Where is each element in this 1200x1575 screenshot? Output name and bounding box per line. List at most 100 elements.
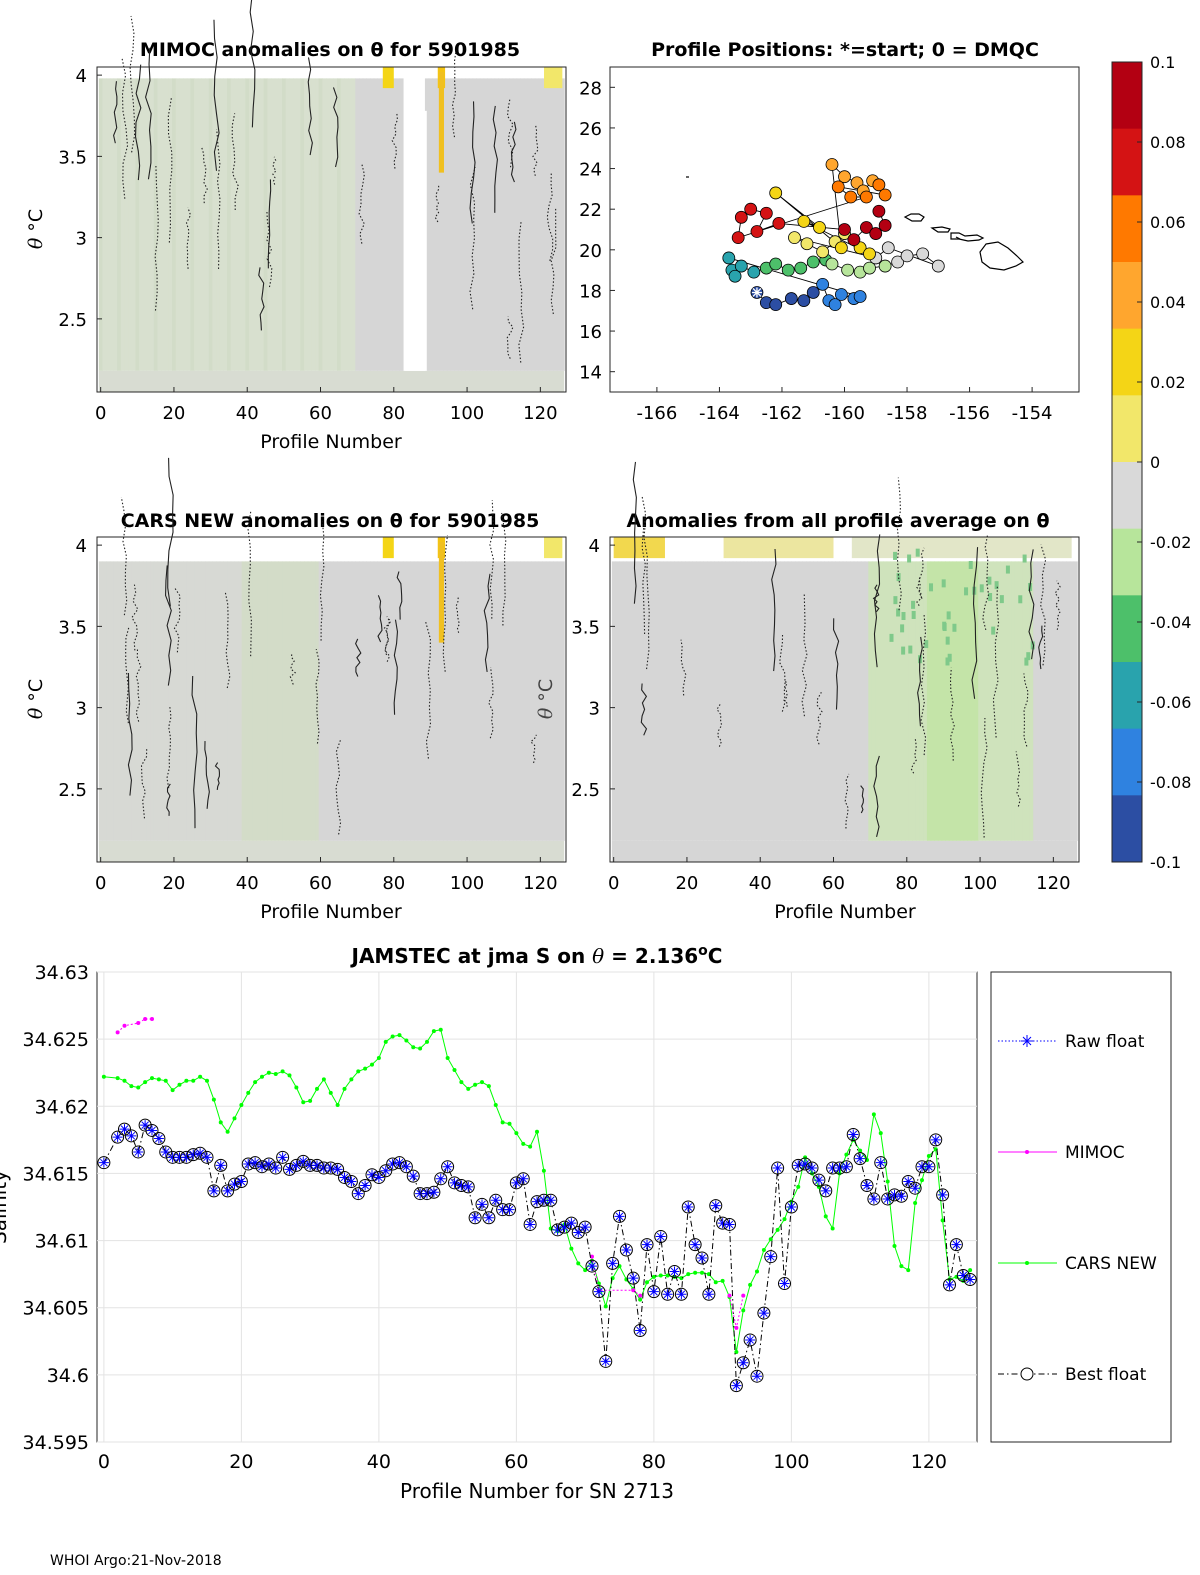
heatmap-cell xyxy=(175,561,181,841)
salinity-legend: Raw float MIMOC CARS NEW Best float xyxy=(990,971,1172,1443)
cars-point xyxy=(926,1153,931,1158)
heatmap-cool-cell xyxy=(924,640,929,649)
heatmap-cell xyxy=(197,78,203,371)
heatmap-cell xyxy=(831,561,836,841)
best-float-point xyxy=(881,1192,895,1206)
heatmap-cell xyxy=(483,561,488,841)
heatmap-cell xyxy=(256,78,261,371)
raw-float-point xyxy=(229,1179,240,1190)
raw-float-point xyxy=(332,1164,343,1175)
heatmap-cell xyxy=(289,561,294,841)
contour-line xyxy=(393,619,399,715)
heatmap-cool-cell xyxy=(991,626,996,635)
raw-float-point xyxy=(525,1219,536,1230)
heatmap-cell xyxy=(655,561,661,841)
best-float-point xyxy=(619,1243,633,1257)
heatmap-cell xyxy=(435,561,441,841)
heatmap-cell xyxy=(553,561,558,841)
legend-cars-marker xyxy=(1025,1261,1029,1265)
cars-point xyxy=(583,1268,588,1273)
raw-float-point xyxy=(174,1152,185,1163)
heatmap-cell xyxy=(520,78,525,371)
x-tick-label: 120 xyxy=(523,403,557,424)
best-float-point xyxy=(255,1160,269,1174)
heatmap-cell xyxy=(992,561,998,841)
contour-line xyxy=(546,173,554,261)
heatmap-cell xyxy=(285,78,290,371)
contour-line xyxy=(716,703,723,747)
heatmap-cell xyxy=(1036,561,1042,841)
y-tick-label: 34.615 xyxy=(23,1163,89,1185)
profile-marker xyxy=(841,263,855,277)
heatmap-cell xyxy=(351,78,356,371)
contour-line xyxy=(896,477,902,611)
raw-float-point xyxy=(593,1286,604,1297)
heatmap-cell xyxy=(674,561,679,841)
heatmap-cell xyxy=(377,78,382,371)
best-float-point xyxy=(894,1189,908,1203)
cars-point xyxy=(755,1269,759,1274)
heatmap-cell xyxy=(494,561,499,841)
heatmap-cell xyxy=(780,561,785,841)
allavg-heatmap-field xyxy=(611,461,1078,862)
contour-line xyxy=(267,179,272,269)
heatmap-cell xyxy=(454,78,459,371)
heatmap-cell xyxy=(311,561,316,841)
y-tick-label: 34.605 xyxy=(23,1298,89,1320)
cars-point xyxy=(528,1144,533,1149)
heatmap-cell xyxy=(131,78,137,371)
heatmap-cell xyxy=(384,561,389,841)
contour-line xyxy=(384,616,391,662)
raw-float-point xyxy=(827,1163,838,1174)
heatmap-cell xyxy=(652,561,657,841)
raw-float-point xyxy=(642,1239,652,1250)
cars-point xyxy=(294,1085,299,1090)
heatmap-cell xyxy=(424,561,430,841)
heatmap-cell xyxy=(1051,561,1056,841)
heatmap-cell xyxy=(164,561,170,841)
heatmap-cell xyxy=(556,561,562,841)
salinity-panel: JAMSTEC at jma S on θ = 2.136oC 0 20 40 60 8… xyxy=(0,943,1172,1503)
cars-point xyxy=(273,1072,278,1077)
heatmap-cell xyxy=(109,561,115,841)
heatmap-cell xyxy=(212,78,217,371)
heatmap-cell xyxy=(139,78,144,371)
heatmap-cell xyxy=(333,561,338,841)
raw-float-point xyxy=(855,1153,866,1164)
raw-float-point xyxy=(669,1266,680,1277)
profile-marker xyxy=(872,178,886,192)
raw-float-point xyxy=(868,1193,879,1204)
contour-line xyxy=(640,683,648,736)
colorbar-swatch xyxy=(1112,195,1142,263)
start-marker xyxy=(751,287,762,298)
heatmap-cell xyxy=(828,561,833,841)
contour-line xyxy=(451,49,457,138)
contour-line xyxy=(506,316,514,359)
best-float-point xyxy=(558,1220,571,1234)
mimoc-point xyxy=(741,1293,746,1298)
heatmap-cell xyxy=(729,561,734,841)
salinity-ylabel: Salinity xyxy=(0,1170,11,1244)
best-float-point xyxy=(564,1216,578,1230)
mimoc-point xyxy=(727,1293,732,1298)
cars-point xyxy=(486,1084,491,1089)
heatmap-cell xyxy=(527,78,532,371)
heatmap-cell xyxy=(142,561,148,841)
raw-float-point xyxy=(683,1202,694,1212)
cars-point xyxy=(266,1070,271,1075)
colorbar-swatch xyxy=(1112,62,1142,130)
y-tick-label: 22 xyxy=(579,200,602,221)
salinity-title: JAMSTEC at jma S on θ = 2.136oC xyxy=(350,943,723,968)
raw-float-point xyxy=(263,1159,274,1170)
heatmap-cell xyxy=(890,561,895,841)
heatmap-cell xyxy=(813,561,818,841)
heatmap-cell xyxy=(923,561,928,841)
heatmap-cell xyxy=(208,561,214,841)
heatmap-cell xyxy=(432,561,437,841)
contour-line xyxy=(872,584,880,613)
raw-float-point xyxy=(415,1188,426,1199)
heatmap-cell xyxy=(245,78,250,371)
colorbar-swatch xyxy=(1112,595,1142,663)
x-tick-label: 0 xyxy=(608,873,619,894)
heatmap-cell xyxy=(150,78,155,371)
